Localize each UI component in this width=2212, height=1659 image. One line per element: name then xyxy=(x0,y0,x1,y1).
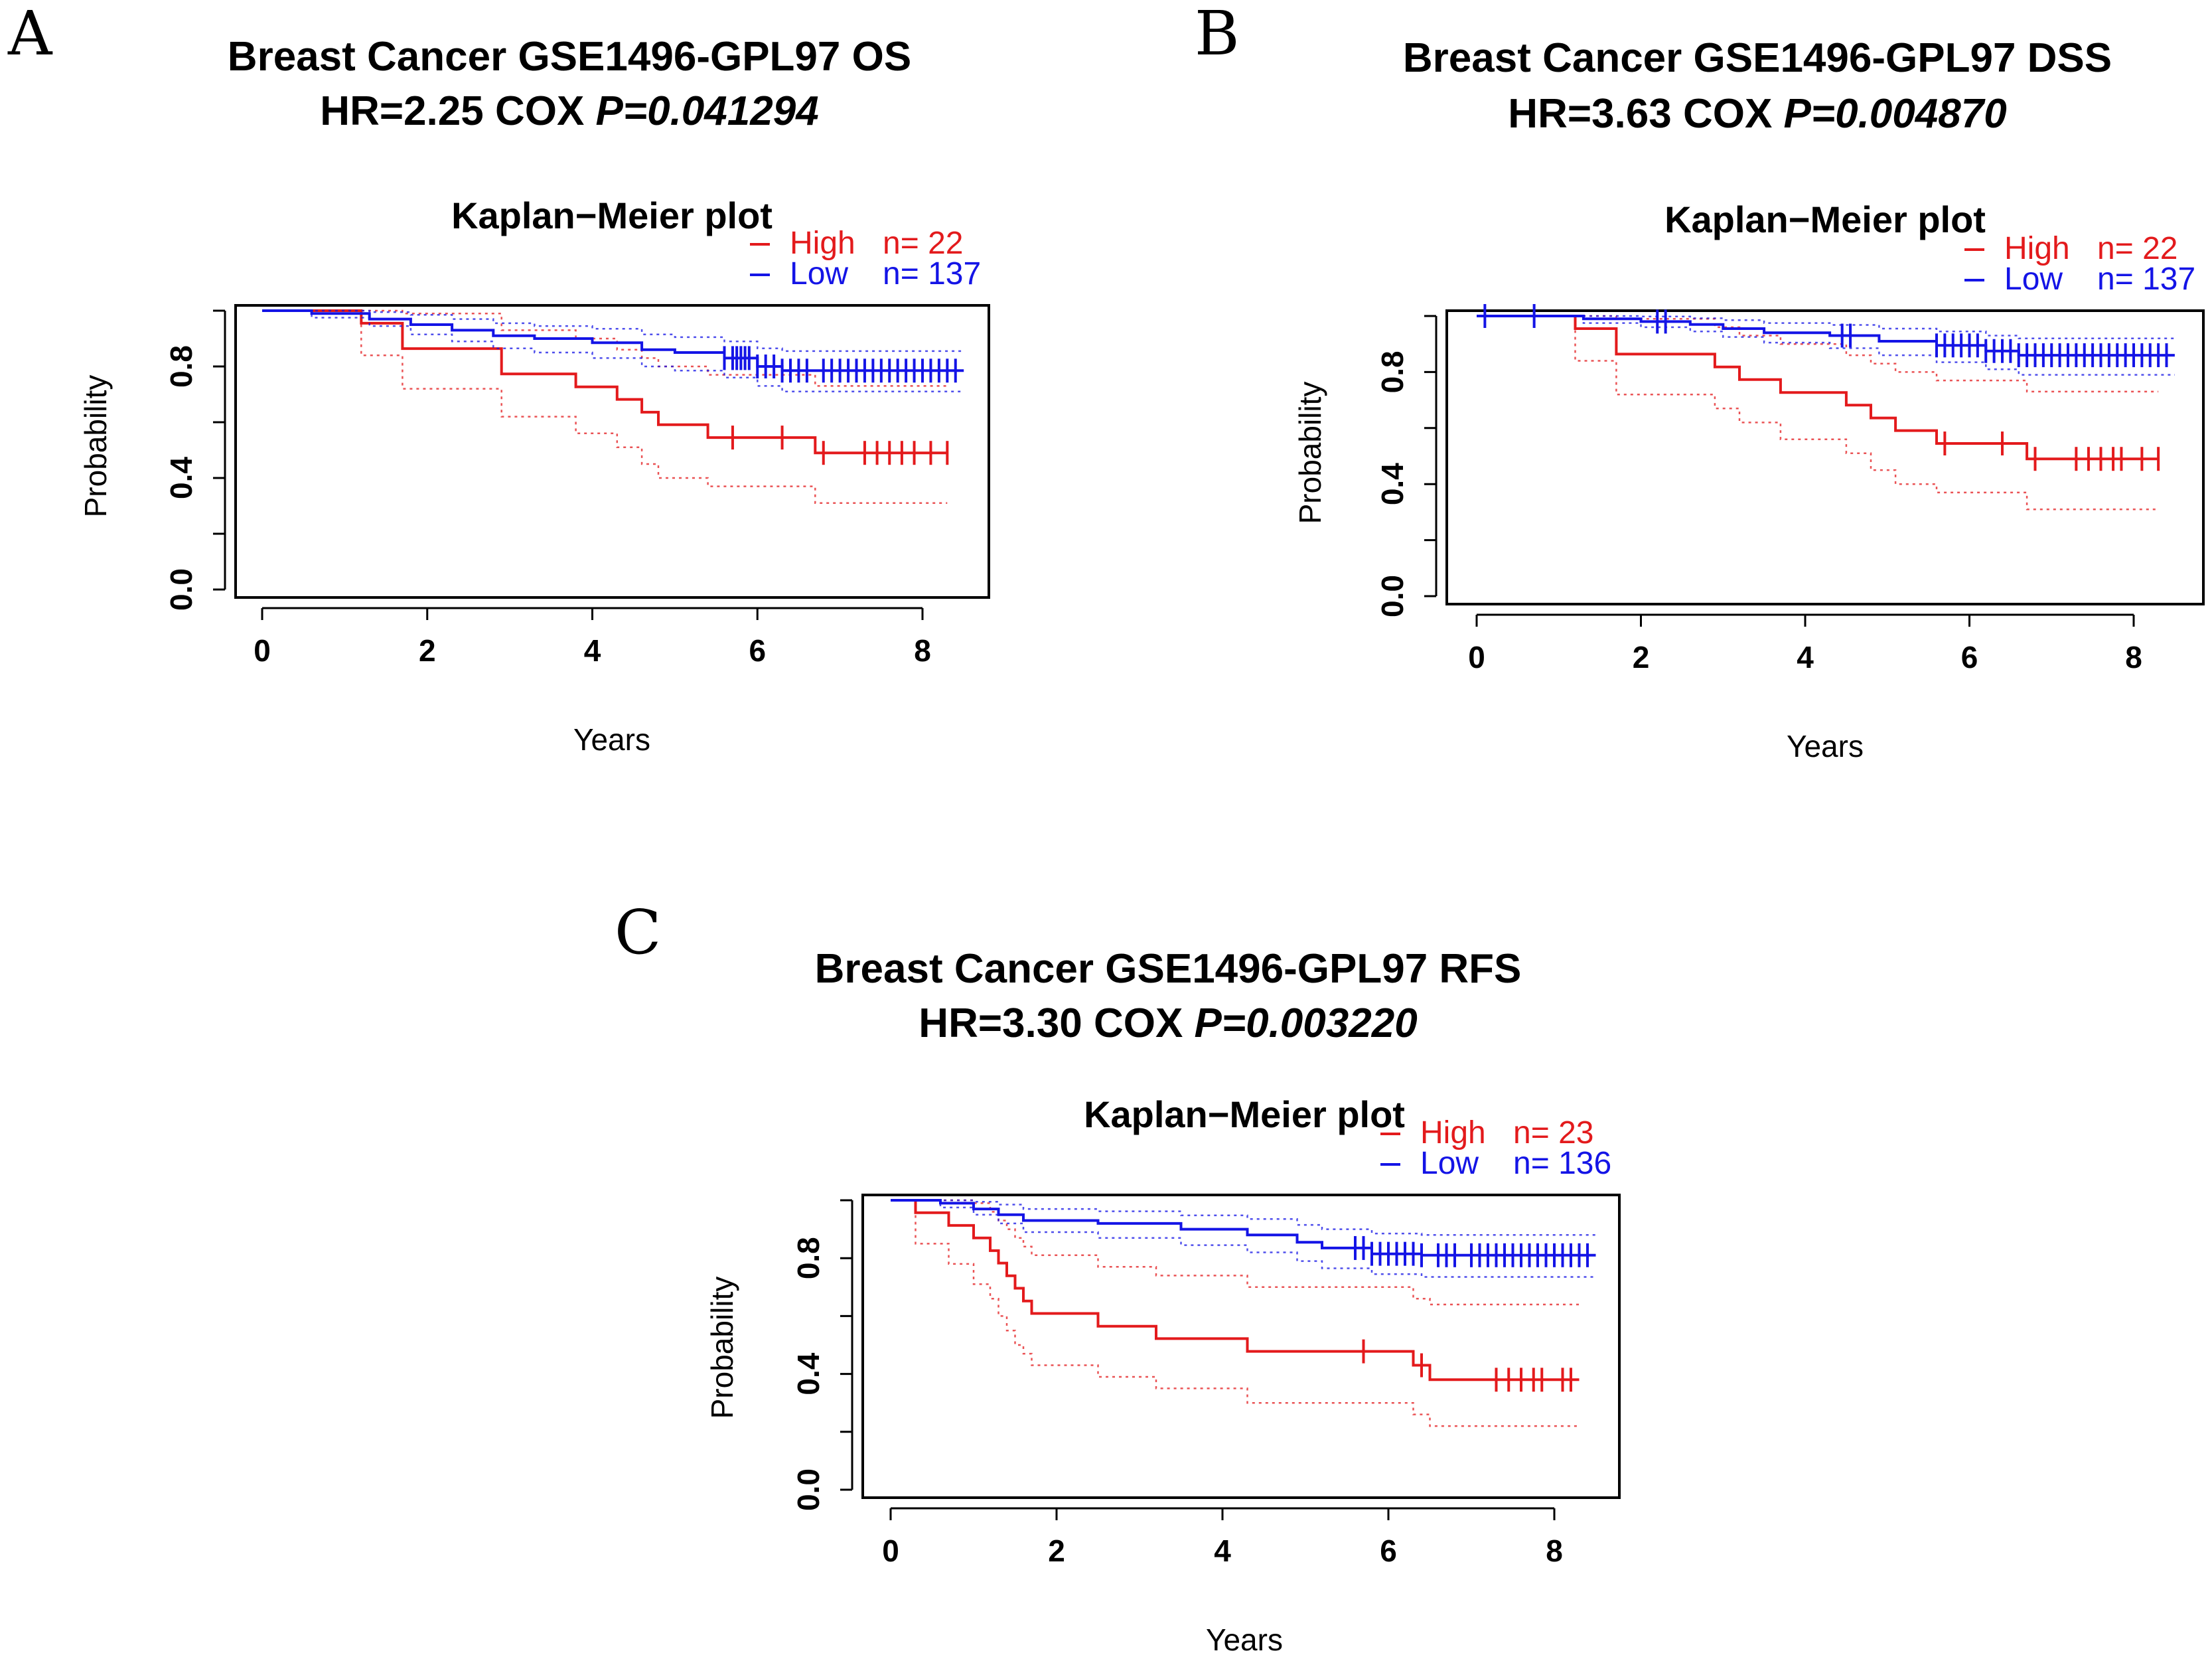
panel-c-ylabel: Probability xyxy=(705,1277,739,1419)
y-tick-label: 0.0 xyxy=(1375,575,1410,617)
panel-b-letter: B xyxy=(1195,0,1240,69)
panel-b: B Breast Cancer GSE1496-GPL97 DSS HR=3.6… xyxy=(1195,0,2205,763)
low-ci-upper-line xyxy=(262,309,964,353)
panel-c-km-title: Kaplan−Meier plot xyxy=(1084,1093,1405,1135)
panel-c-xlabel: Years xyxy=(1206,1622,1283,1657)
panel-a: A Breast Cancer GSE1496-GPL97 OS HR=2.25… xyxy=(7,0,990,757)
x-tick-label: 2 xyxy=(419,633,436,668)
legend-label-low: Low xyxy=(1420,1146,1479,1181)
high-ci-lower-line xyxy=(1477,315,2159,511)
legend-n-high: n= 23 xyxy=(1513,1115,1593,1150)
y-tick-label: 0.0 xyxy=(791,1468,826,1511)
y-tick-label: 0.0 xyxy=(164,568,198,611)
legend-n-low: n= 136 xyxy=(1513,1146,1611,1181)
high-survival-line xyxy=(891,1199,1580,1382)
y-tick-label: 0.4 xyxy=(1375,463,1410,505)
panel-a-km-title: Kaplan−Meier plot xyxy=(451,195,773,236)
panel-c: C Breast Cancer GSE1496-GPL97 RFS HR=3.3… xyxy=(615,897,1621,1657)
panel-c-p-value: P=0.003220 xyxy=(1195,1000,1418,1046)
panel-a-ylabel: Probability xyxy=(78,375,113,518)
panel-b-ylabel: Probability xyxy=(1293,382,1327,524)
x-tick-label: 6 xyxy=(1961,640,1978,674)
x-tick-label: 8 xyxy=(2125,640,2142,674)
x-tick-label: 0 xyxy=(882,1534,899,1568)
x-tick-label: 0 xyxy=(254,633,271,668)
y-tick-label: 0.4 xyxy=(791,1352,826,1395)
x-tick-label: 4 xyxy=(1797,640,1814,674)
legend-label-high: High xyxy=(2004,231,2070,266)
legend-label-high: High xyxy=(1420,1115,1486,1150)
panel-a-plot: 0 2 4 6 8 0.0 0.4 0.8 High n= 22 Low n= 137 xyxy=(164,226,990,668)
x-tick-label: 2 xyxy=(1633,640,1650,674)
panel-b-title: Breast Cancer GSE1496-GPL97 DSS xyxy=(1403,35,2112,81)
panel-a-hr-line: HR=2.25 COX P=0.041294 xyxy=(320,88,818,134)
y-tick-label: 0.4 xyxy=(164,457,198,499)
x-tick-label: 2 xyxy=(1048,1534,1065,1568)
panel-c-hr-text: HR=3.30 COX xyxy=(919,1000,1194,1046)
panel-c-hr-line: HR=3.30 COX P=0.003220 xyxy=(919,1000,1417,1046)
legend-n-high: n= 22 xyxy=(883,226,963,261)
high-ci-upper-line xyxy=(891,1199,1580,1306)
panel-b-plot: 0 2 4 6 8 0.0 0.4 0.8 High n= 22 Low n= 137 xyxy=(1375,231,2205,674)
y-tick-label: 0.8 xyxy=(164,345,198,388)
x-tick-label: 6 xyxy=(1380,1534,1397,1568)
panel-a-title: Breast Cancer GSE1496-GPL97 OS xyxy=(228,34,911,80)
x-tick-label: 8 xyxy=(1546,1534,1563,1568)
high-survival-line xyxy=(262,309,948,455)
y-tick-label: 0.8 xyxy=(791,1237,826,1279)
legend-n-high: n= 22 xyxy=(2097,231,2177,266)
high-ci-lower-line xyxy=(262,309,948,505)
y-tick-label: 0.8 xyxy=(1375,351,1410,393)
panel-b-p-value: P=0.004870 xyxy=(1784,91,2007,137)
plot-frame xyxy=(234,304,990,599)
x-tick-label: 4 xyxy=(584,633,601,668)
legend-label-low: Low xyxy=(790,256,848,291)
panel-b-km-title: Kaplan−Meier plot xyxy=(1664,198,1986,240)
legend-n-low: n= 137 xyxy=(883,256,981,291)
panel-a-p-value: P=0.041294 xyxy=(596,88,819,134)
x-tick-label: 6 xyxy=(749,633,766,668)
panel-b-hr-text: HR=3.63 COX xyxy=(1508,91,1783,137)
low-ci-lower-line xyxy=(1477,315,2175,376)
panel-c-letter: C xyxy=(615,897,661,968)
low-survival-line xyxy=(262,309,964,372)
legend-n-low: n= 137 xyxy=(2097,262,2195,297)
plot-frame xyxy=(861,1194,1621,1499)
panel-c-plot: 0 2 4 6 8 0.0 0.4 0.8 High n= 23 Low n= 136 xyxy=(791,1115,1621,1568)
high-survival-line xyxy=(1477,315,2159,461)
legend-label-low: Low xyxy=(2004,262,2063,297)
x-tick-label: 4 xyxy=(1214,1534,1231,1568)
low-ci-upper-line xyxy=(891,1199,1596,1236)
x-tick-label: 8 xyxy=(914,633,931,668)
panel-a-hr-text: HR=2.25 COX xyxy=(320,88,595,134)
high-ci-lower-line xyxy=(891,1199,1580,1427)
panel-a-xlabel: Years xyxy=(573,722,650,757)
panel-b-hr-line: HR=3.63 COX P=0.004870 xyxy=(1508,91,2006,137)
x-tick-label: 0 xyxy=(1468,640,1485,674)
panel-a-letter: A xyxy=(7,0,53,69)
plot-frame xyxy=(1445,309,2205,605)
panel-b-xlabel: Years xyxy=(1787,729,1864,763)
legend-label-high: High xyxy=(790,226,855,261)
panel-c-title: Breast Cancer GSE1496-GPL97 RFS xyxy=(815,946,1522,992)
high-ci-upper-line xyxy=(262,309,948,387)
